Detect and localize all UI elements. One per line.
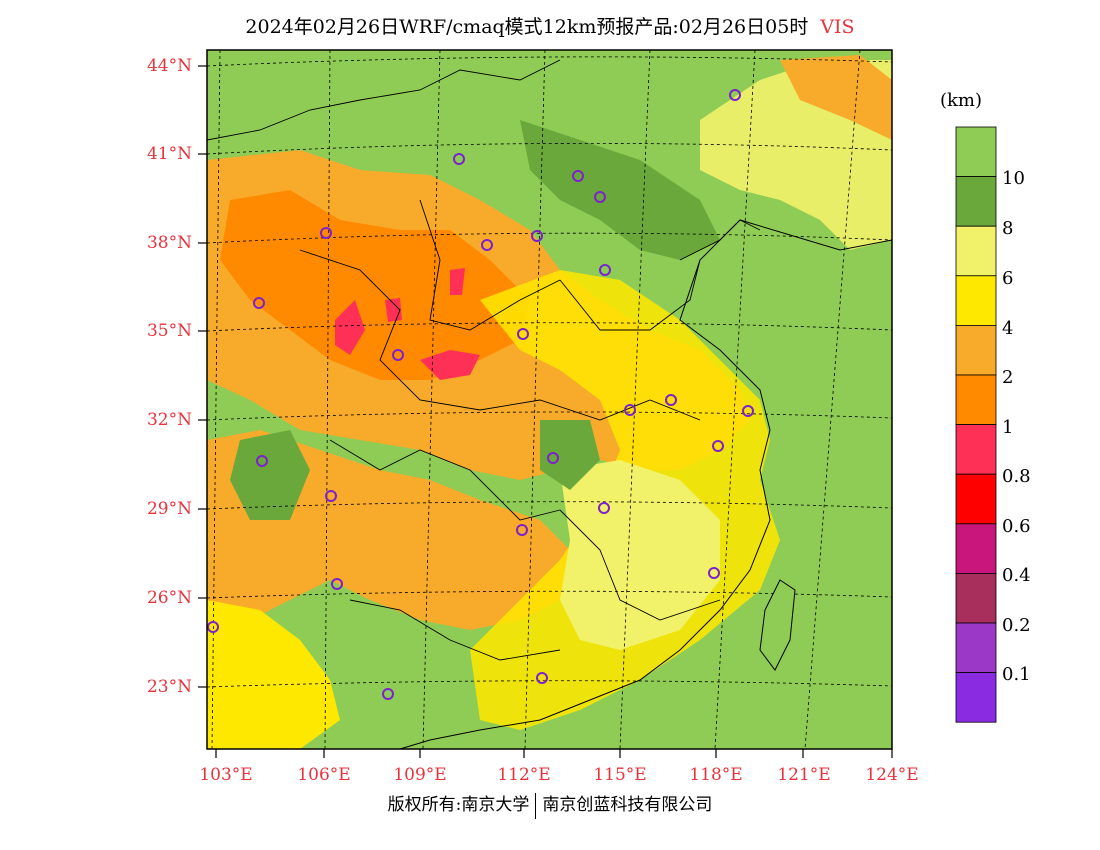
colorbar-swatch [955,672,997,723]
lat-label: 41°N [146,144,192,164]
colorbar-swatch [955,374,997,425]
city-marker [708,567,720,579]
city-marker [742,405,754,417]
copyright-owner: 版权所有:南京大学 [387,795,530,815]
visibility-field [207,50,892,749]
coastline [399,219,892,749]
colorbar-swatch [955,275,997,326]
city-marker [392,349,404,361]
city-marker [453,153,465,165]
colorbar-unit: (km) [940,90,983,111]
lon-label: 109°E [393,765,447,785]
copyright-company: 南京创蓝科技有限公司 [542,795,713,815]
colorbar-label: 2 [1002,367,1014,388]
map-frame [206,49,893,750]
region-northeast-2-4km [780,55,892,140]
colorbar-label: 0.2 [1002,615,1031,636]
city-marker [325,490,337,502]
taiwan-island [759,579,796,671]
city-marker [536,672,548,684]
city-marker [572,170,584,182]
city-marker [599,264,611,276]
hotspot-0.8-1km [450,268,465,295]
city-marker [256,455,268,467]
colorbar-label: 0.4 [1002,565,1031,586]
city-marker [598,502,610,514]
city-marker [531,230,543,242]
region-north-8-10km [520,120,720,260]
region-southwest-4-6km [207,600,340,749]
colorbar-label: 8 [1002,218,1014,239]
colorbar-swatch [955,473,997,525]
city-marker [594,191,606,203]
colorbar-label: 0.6 [1002,516,1031,537]
city-marker [331,578,343,590]
region-central-8-10km [540,420,600,490]
city-marker [547,452,559,464]
hotspot-0.8-1km [335,300,365,355]
city-marker [729,89,741,101]
colorbar-swatch [955,324,997,376]
colorbar-swatch [955,424,997,475]
province-boundaries [207,59,761,661]
city-marker [481,239,493,251]
colorbar-label: 10 [1002,168,1025,189]
city-marker [382,688,394,700]
colorbar-label: 6 [1002,268,1014,289]
lat-label: 29°N [146,499,192,519]
lon-label: 112°E [497,765,551,785]
colorbar-swatch [955,573,997,624]
lat-label: 38°N [146,233,192,253]
lon-label: 115°E [593,765,647,785]
colorbar-swatch [955,225,997,277]
colorbar-label: 0.1 [1002,664,1031,685]
lat-label: 32°N [146,410,192,430]
city-marker [624,404,636,416]
copyright: 版权所有:南京大学 南京创蓝科技有限公司 [0,790,1100,819]
city-marker [253,297,265,309]
region-west-8-10km [230,430,310,520]
colorbar-label: 0.8 [1002,466,1031,487]
city-marker [517,328,529,340]
lat-label: 35°N [146,321,192,341]
lat-label: 44°N [146,56,192,76]
colorbar-swatch [955,523,997,574]
lon-label: 118°E [689,765,743,785]
graticule [207,50,892,749]
lon-label: 103°E [199,765,253,785]
city-markers [207,89,754,700]
map-title: 2024年02月26日WRF/cmaq模式12km预报产品:02月26日05时 V… [0,12,1100,39]
colorbar-label: 4 [1002,318,1014,339]
lat-label: 23°N [146,677,192,697]
lon-label: 121°E [777,765,831,785]
city-marker [516,524,528,536]
colorbar-swatch [955,176,997,227]
copyright-separator [535,792,537,819]
lon-label: 106°E [297,765,351,785]
colorbar-label: 1 [1002,417,1014,438]
variable-name: VIS [820,16,855,38]
city-marker [712,440,724,452]
city-marker [665,394,677,406]
city-marker [320,227,332,239]
city-marker [207,621,219,633]
colorbar-swatch [955,126,997,177]
hotspot-0.8-1km [420,350,480,380]
colorbar [955,126,997,723]
lon-label: 124°E [865,765,919,785]
axis-ticks [198,65,893,758]
colorbar-swatch [955,622,997,673]
title-text: 2024年02月26日WRF/cmaq模式12km预报产品:02月26日05时 [245,16,809,38]
lat-label: 26°N [146,588,192,608]
